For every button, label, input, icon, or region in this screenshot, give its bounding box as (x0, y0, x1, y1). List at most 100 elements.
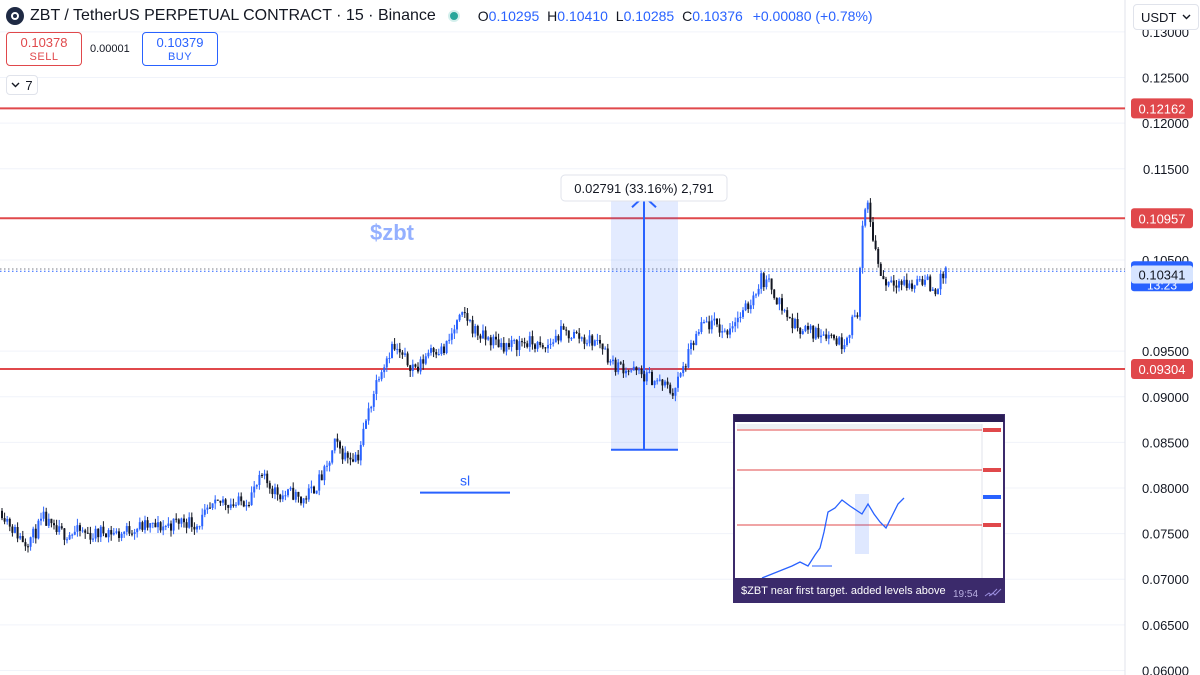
candles (1, 198, 947, 553)
candle-body (271, 488, 274, 495)
candle-body (489, 337, 492, 346)
market-open-status-icon[interactable] (447, 10, 460, 22)
candle-body (185, 522, 188, 528)
candle-body (79, 525, 81, 531)
candle-body (359, 444, 362, 461)
candle-body (539, 341, 542, 346)
inset-header (737, 424, 982, 429)
price-range-tool[interactable]: 0.02791 (33.16%) 2,791 (560, 174, 728, 451)
candle-body (315, 490, 318, 494)
open-label: O (477, 8, 489, 24)
candle-body (435, 352, 438, 355)
candle-body (835, 338, 838, 345)
candle-body (94, 528, 97, 539)
candle-body (331, 450, 334, 463)
candle-body (349, 457, 352, 460)
price-axis[interactable]: 0.130000.125000.120000.115000.105000.095… (1142, 25, 1189, 675)
candle-body (102, 526, 105, 534)
symbol-title[interactable]: ZBT / TetherUS PERPETUAL CONTRACT · 15 ·… (30, 7, 436, 24)
candle-body (240, 496, 243, 502)
candle-body (562, 326, 565, 330)
low-value: 0.10285 (623, 8, 675, 24)
candle-body (149, 523, 152, 528)
candle-body (346, 452, 349, 458)
candle-body (853, 315, 856, 317)
candle-body (924, 279, 926, 285)
candle-body (770, 278, 773, 290)
candle-body (739, 316, 742, 318)
candle-body (352, 459, 354, 462)
candle-body (476, 326, 479, 336)
candle-body (817, 327, 820, 338)
candle-body (287, 489, 289, 496)
candle-body (118, 531, 120, 538)
candle-body (502, 342, 505, 352)
candle-body (583, 337, 586, 344)
candle-body (302, 498, 305, 504)
candle-body (944, 267, 947, 279)
candle-body (788, 317, 791, 319)
candle-body (591, 335, 594, 346)
candle-body (367, 408, 370, 421)
candle-body (318, 474, 321, 491)
candle-body (916, 279, 919, 286)
candle-body (911, 283, 913, 289)
indicators-collapse-toggle[interactable]: 7 (6, 75, 38, 95)
candle-body (573, 332, 575, 339)
candle-body (123, 531, 126, 534)
currency-selector[interactable]: USDT (1133, 4, 1199, 30)
candle-body (391, 343, 393, 358)
candle-body (297, 491, 300, 497)
candle-body (6, 518, 9, 522)
candle-body (716, 318, 718, 325)
candle-body (820, 335, 822, 338)
candle-body (622, 363, 625, 374)
candle-body (487, 337, 490, 340)
candle-body (313, 486, 315, 494)
candle-body (92, 538, 94, 540)
candle-body (822, 334, 825, 336)
candle-body (552, 342, 555, 344)
candle-body (554, 335, 557, 343)
candle-body (245, 505, 248, 507)
candle-body (211, 503, 214, 508)
stop-loss-drawing[interactable]: sl (420, 473, 510, 494)
candle-body (661, 379, 664, 386)
sell-button[interactable]: 0.10378 SELL (6, 32, 82, 66)
candle-body (778, 298, 781, 305)
high-value: 0.10410 (557, 8, 608, 24)
candle-body (401, 352, 404, 355)
candle-body (515, 340, 518, 350)
candle-body (890, 280, 893, 282)
candle-body (164, 526, 167, 528)
candle-body (203, 509, 206, 515)
candle-body (848, 335, 851, 338)
candle-body (333, 438, 336, 451)
candle-body (926, 276, 929, 280)
candle-body (518, 341, 521, 350)
candle-body (81, 530, 84, 532)
candle-body (937, 289, 939, 295)
candle-body (320, 474, 323, 481)
candle-body (279, 494, 282, 500)
candle-body (300, 496, 302, 504)
symbol-logo-icon[interactable] (6, 7, 24, 25)
candle-body (19, 536, 22, 539)
inset-level-tag (983, 523, 1001, 527)
candle-body (284, 495, 287, 497)
candle-body (588, 335, 591, 344)
candle-body (830, 334, 833, 336)
candle-body (196, 526, 198, 530)
candle-body (762, 273, 765, 288)
candle-body (339, 441, 341, 449)
spread-value: 0.00001 (90, 43, 130, 55)
candle-body (128, 526, 131, 534)
candle-body (250, 492, 253, 506)
chart-text-annotation[interactable]: $zbt (370, 220, 415, 245)
price-change: +0.00080 (+0.78%) (752, 8, 873, 24)
inset-level-tag (983, 468, 1001, 472)
buy-button[interactable]: 0.10379 BUY (142, 32, 218, 66)
candle-body (242, 501, 245, 507)
candle-body (736, 317, 739, 323)
